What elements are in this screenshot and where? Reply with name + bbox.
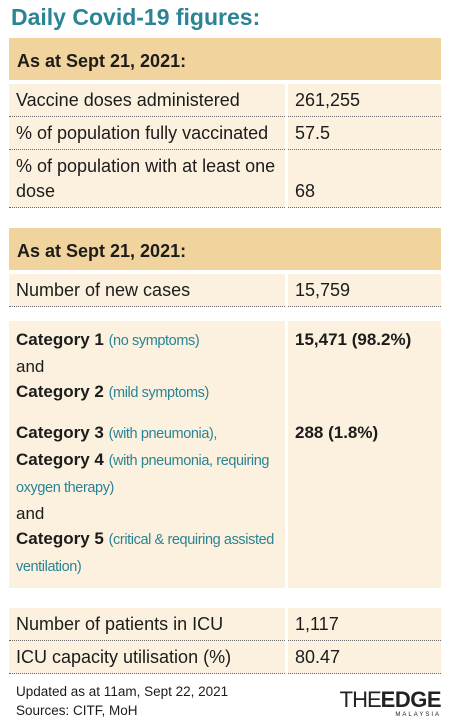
table: Number of new cases 15,759 <box>9 274 441 307</box>
category-name: Category 3 <box>16 423 104 442</box>
category-name: Category 2 <box>16 382 104 401</box>
row-value: 68 <box>288 150 441 208</box>
category-line: Category 3 (with pneumonia), <box>16 420 279 447</box>
category-line: and <box>16 354 279 379</box>
category-table: Category 1 (no symptoms) and Category 2 (m… <box>9 321 441 588</box>
connector: and <box>16 357 45 376</box>
infographic: Daily Covid-19 figures: As at Sept 21, 2… <box>9 4 442 718</box>
category-note: (critical & requiring assisted ventilati… <box>16 532 274 575</box>
category-value: 288 (1.8%) <box>288 414 441 588</box>
logo-the: THE <box>339 687 382 712</box>
logo-edge: EDGE <box>380 687 442 712</box>
row-label: Number of patients in ICU <box>9 608 285 641</box>
row-value: 15,759 <box>288 274 441 307</box>
row-label: Number of new cases <box>9 274 285 307</box>
category-line: Category 2 (mild symptoms) <box>16 379 279 406</box>
spacer <box>9 208 441 228</box>
row-value: 57.5 <box>288 117 441 150</box>
row-label: Vaccine doses administered <box>9 84 285 117</box>
category-line: and <box>16 501 279 526</box>
row-label: ICU capacity utilisation (%) <box>9 641 285 674</box>
category-note: (with pneumonia, requiring oxygen therap… <box>16 453 270 496</box>
footer-text: Updated as at 11am, Sept 22, 2021 Sources… <box>16 682 228 720</box>
row-value: 80.47 <box>288 641 441 674</box>
section-header: As at Sept 21, 2021: <box>9 228 441 270</box>
category-group: Category 1 (no symptoms) and Category 2 (m… <box>9 321 285 414</box>
spacer <box>9 307 441 321</box>
table: Vaccine doses administered 261,255% of po… <box>9 84 441 208</box>
footer: Updated as at 11am, Sept 22, 2021 Sources… <box>9 682 442 720</box>
row-value: 261,255 <box>288 84 441 117</box>
category-note: (no symptoms) <box>108 333 200 349</box>
category-group: Category 3 (with pneumonia), Category 4 (… <box>9 414 285 588</box>
spacer <box>9 588 441 608</box>
section-header: As at Sept 21, 2021: <box>9 38 441 80</box>
logo-sub: MALAYSIA <box>395 712 441 718</box>
category-note: (with pneumonia), <box>108 426 218 442</box>
category-name: Category 1 <box>16 330 104 349</box>
row-label: % of population fully vaccinated <box>9 117 285 150</box>
category-name: Category 5 <box>16 529 104 548</box>
connector: and <box>16 504 45 523</box>
category-line: Category 5 (critical & requiring assiste… <box>16 526 279 580</box>
title: Daily Covid-19 figures: <box>11 4 261 30</box>
category-note: (mild symptoms) <box>108 385 210 401</box>
category-value: 15,471 (98.2%) <box>288 321 441 414</box>
table: Number of patients in ICU 1,117 ICU capaci… <box>9 608 441 674</box>
category-name: Category 4 <box>16 450 104 469</box>
row-value: 1,117 <box>288 608 441 641</box>
row-label: % of population with at least one dose <box>9 150 285 208</box>
updated: Updated as at 11am, Sept 22, 2021 <box>16 684 229 699</box>
category-line: Category 4 (with pneumonia, requiring ox… <box>16 447 279 501</box>
logo: THEEDGE MALAYSIA <box>339 687 442 719</box>
sources: Sources: CITF, MoH <box>16 703 138 718</box>
content: As at Sept 21, 2021: Vaccine doses admini… <box>9 38 442 720</box>
category-line: Category 1 (no symptoms) <box>16 327 279 354</box>
